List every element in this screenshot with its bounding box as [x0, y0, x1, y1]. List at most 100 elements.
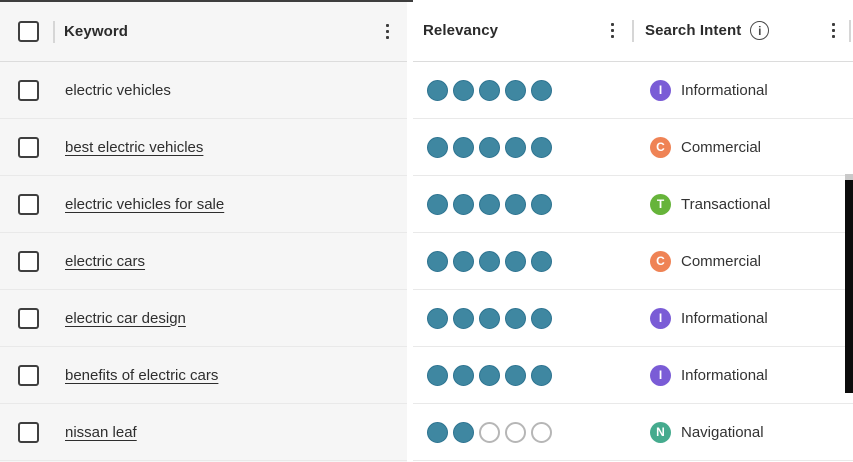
intent-cell: I Informational	[632, 290, 853, 346]
info-icon[interactable]: i	[750, 21, 770, 40]
intent-label: Informational	[681, 366, 768, 384]
relevancy-dot-filled	[427, 307, 448, 329]
data-columns-header: Relevancy Search Intent i	[413, 0, 853, 62]
select-all-checkbox[interactable]	[18, 21, 39, 42]
relevancy-dot-filled	[427, 136, 448, 158]
relevancy-cell	[413, 290, 632, 346]
table-row: T Transactional	[413, 176, 853, 233]
keyword-menu-icon[interactable]	[382, 20, 394, 44]
table-row: I Informational	[413, 62, 853, 119]
scrollbar-thumb[interactable]	[845, 180, 853, 393]
intent-cell: T Transactional	[632, 176, 853, 232]
relevancy-dot-filled	[479, 136, 500, 158]
keyword-column-pane: Keyword electric vehicles best electric …	[0, 0, 413, 462]
relevancy-dot-filled	[505, 250, 526, 272]
intent-label: Commercial	[681, 252, 762, 270]
relevancy-dot-filled	[427, 79, 448, 101]
header-divider	[849, 19, 851, 42]
intent-badge-icon: T	[650, 193, 671, 215]
relevancy-column-title: Relevancy	[423, 22, 499, 39]
table-row: electric vehicles	[0, 62, 407, 119]
relevancy-dot-filled	[479, 307, 500, 329]
relevancy-cell	[413, 233, 632, 289]
scrollbar-cap	[845, 174, 853, 180]
data-columns-pane: Relevancy Search Intent i I Informationa…	[413, 0, 853, 462]
relevancy-dot-filled	[479, 79, 500, 101]
keyword-link[interactable]: best electric vehicles	[65, 138, 204, 156]
keyword-text: electric vehicles	[65, 81, 171, 99]
relevancy-dot-filled	[531, 136, 552, 158]
intent-badge-icon: N	[650, 421, 671, 443]
relevancy-cell	[413, 119, 632, 175]
relevancy-dot-filled	[479, 250, 500, 272]
relevancy-dot-filled	[479, 193, 500, 215]
table-row: best electric vehicles	[0, 119, 407, 176]
keyword-link[interactable]: electric vehicles for sale	[65, 195, 225, 213]
intent-badge-icon: I	[650, 79, 671, 101]
intent-badge-icon: C	[650, 136, 671, 158]
relevancy-dot-filled	[531, 193, 552, 215]
intent-label: Navigational	[681, 423, 764, 441]
keyword-column-header: Keyword	[0, 2, 407, 62]
table-row: I Informational	[413, 290, 853, 347]
intent-cell: I Informational	[632, 62, 853, 118]
data-rows: I Informational C Commercial T Transacti…	[413, 62, 853, 461]
keyword-column-title: Keyword	[64, 23, 129, 40]
intent-label: Informational	[681, 81, 768, 99]
intent-label: Informational	[681, 309, 768, 327]
relevancy-menu-icon[interactable]	[607, 19, 619, 43]
intent-label: Commercial	[681, 138, 762, 156]
row-checkbox[interactable]	[18, 136, 39, 158]
row-checkbox[interactable]	[18, 364, 39, 386]
search-intent-header: Search Intent i	[634, 19, 853, 43]
relevancy-cell	[413, 404, 632, 460]
relevancy-dot-filled	[505, 364, 526, 386]
keyword-link[interactable]: electric cars	[65, 252, 146, 270]
relevancy-dot-filled	[453, 136, 474, 158]
row-checkbox[interactable]	[18, 79, 39, 101]
relevancy-dot-filled	[453, 364, 474, 386]
relevancy-dot-filled	[505, 307, 526, 329]
table-row: benefits of electric cars	[0, 347, 407, 404]
keyword-rows: electric vehicles best electric vehicles…	[0, 62, 413, 461]
table-row: electric vehicles for sale	[0, 176, 407, 233]
table-row: C Commercial	[413, 119, 853, 176]
relevancy-dot-filled	[427, 421, 448, 443]
table-row: electric cars	[0, 233, 407, 290]
row-checkbox[interactable]	[18, 193, 39, 215]
relevancy-cell	[413, 176, 632, 232]
keyword-link[interactable]: benefits of electric cars	[65, 366, 219, 384]
intent-cell: C Commercial	[632, 233, 853, 289]
table-row: I Informational	[413, 347, 853, 404]
relevancy-cell	[413, 347, 632, 403]
intent-label: Transactional	[681, 195, 771, 213]
relevancy-dot-filled	[531, 364, 552, 386]
relevancy-dot-filled	[479, 364, 500, 386]
relevancy-dot-filled	[453, 193, 474, 215]
table-row: nissan leaf	[0, 404, 407, 461]
relevancy-dot-empty	[531, 421, 552, 443]
search-intent-menu-icon[interactable]	[828, 19, 840, 43]
header-divider	[632, 19, 634, 42]
relevancy-dot-filled	[505, 193, 526, 215]
row-checkbox[interactable]	[18, 307, 39, 329]
row-checkbox[interactable]	[18, 250, 39, 272]
table-row: N Navigational	[413, 404, 853, 461]
relevancy-dot-filled	[453, 250, 474, 272]
relevancy-dot-filled	[505, 79, 526, 101]
keyword-link[interactable]: nissan leaf	[65, 423, 137, 441]
intent-badge-icon: I	[650, 364, 671, 386]
relevancy-dot-filled	[427, 364, 448, 386]
relevancy-dot-filled	[427, 193, 448, 215]
relevancy-dot-filled	[505, 136, 526, 158]
relevancy-dot-empty	[505, 421, 526, 443]
table-row: electric car design	[0, 290, 407, 347]
intent-badge-icon: C	[650, 250, 671, 272]
keyword-link[interactable]: electric car design	[65, 309, 186, 327]
intent-cell: C Commercial	[632, 119, 853, 175]
intent-badge-icon: I	[650, 307, 671, 329]
intent-cell: I Informational	[632, 347, 853, 403]
row-checkbox[interactable]	[18, 421, 39, 443]
relevancy-header: Relevancy	[413, 19, 632, 43]
